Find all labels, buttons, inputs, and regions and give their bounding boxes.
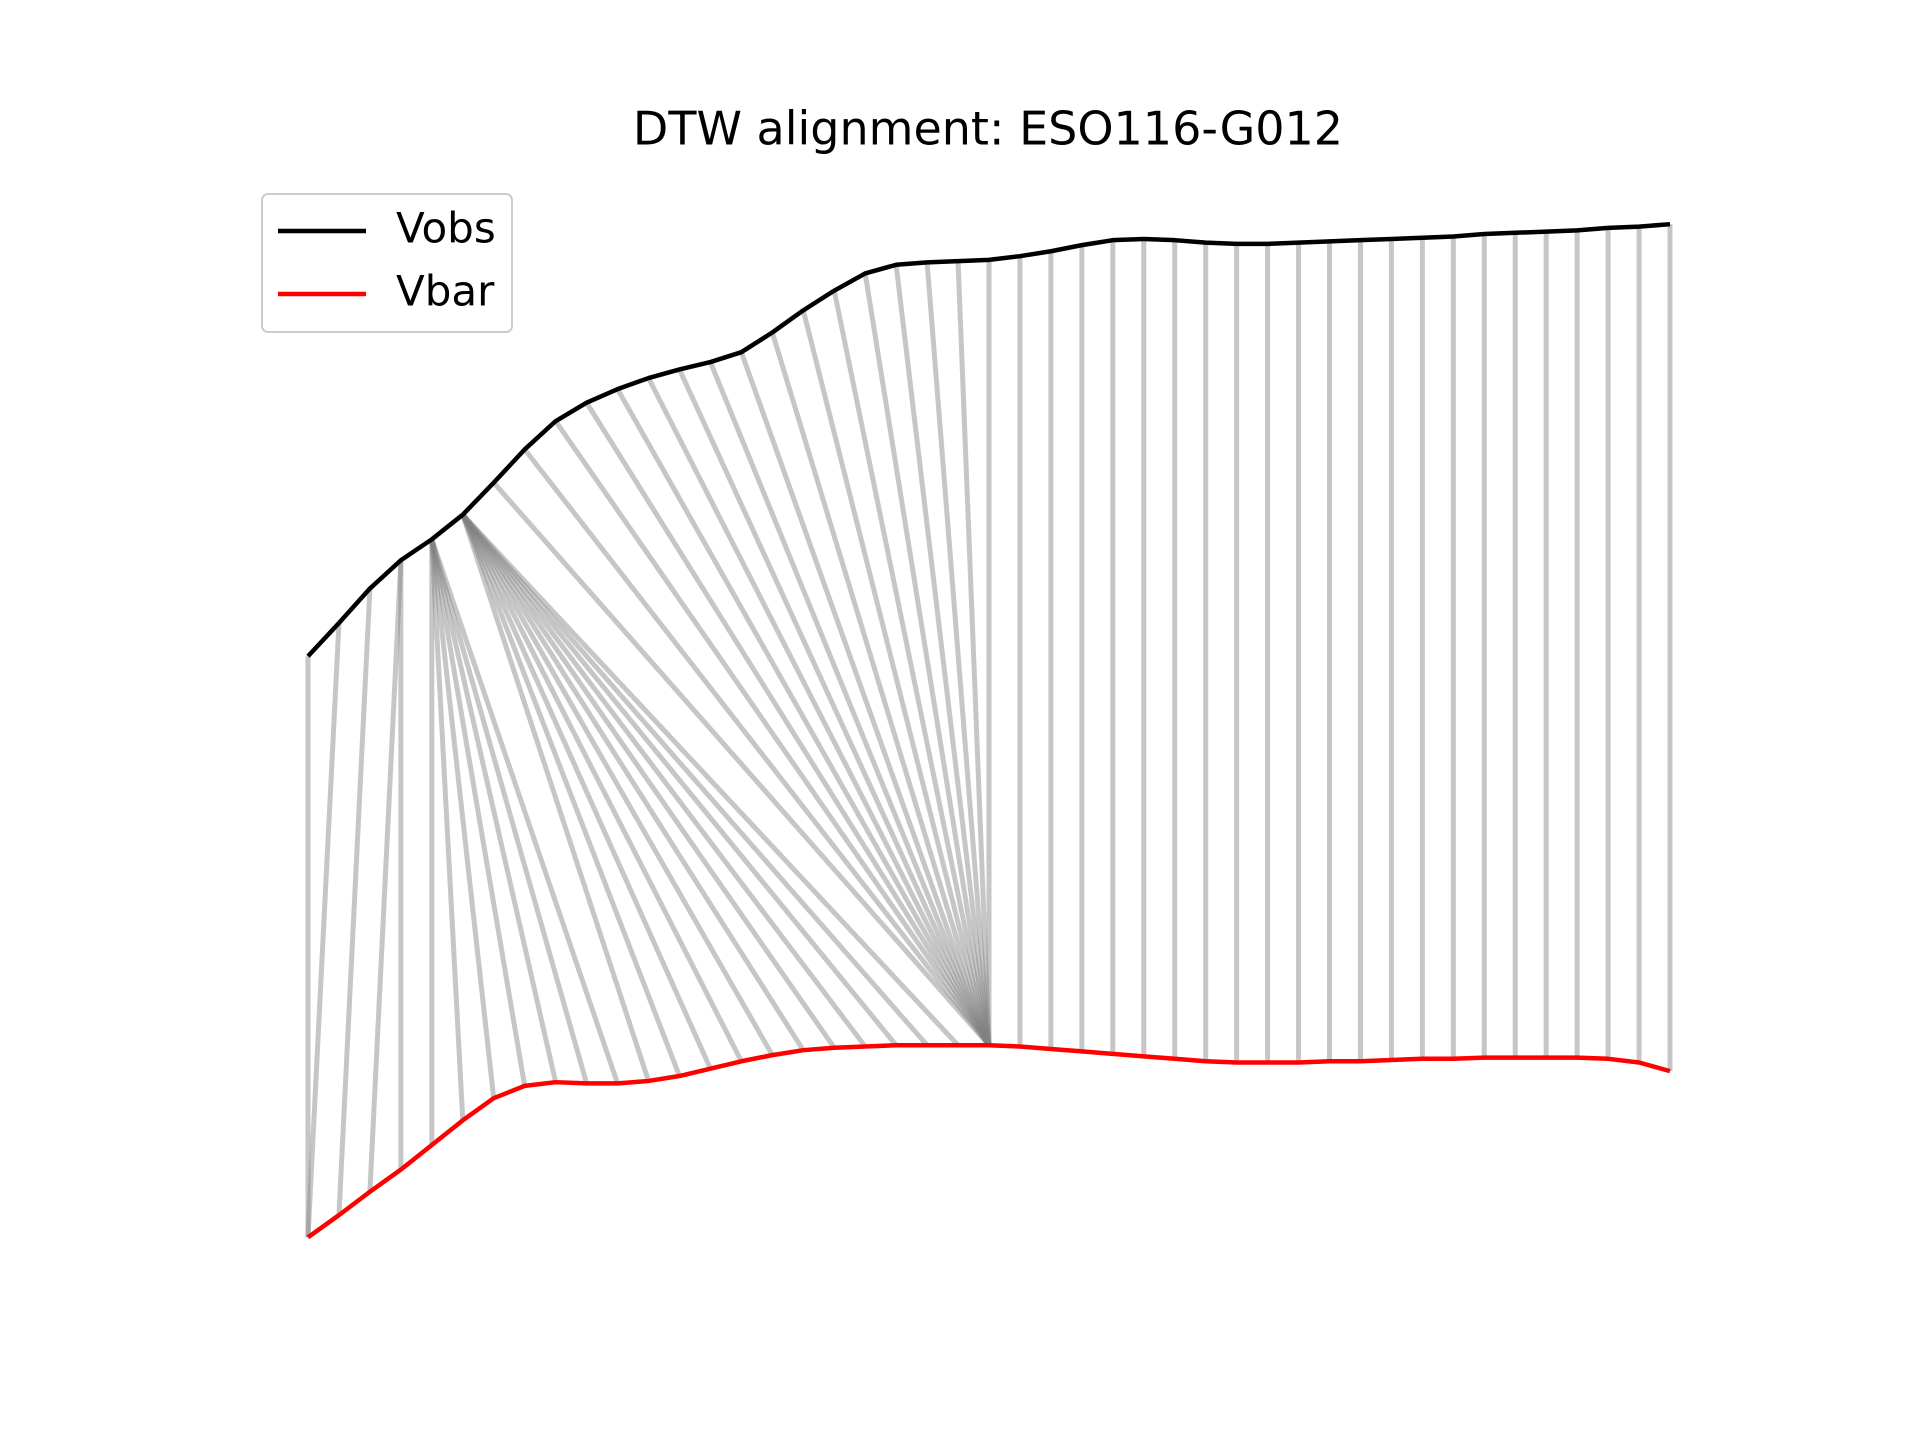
chart-title: DTW alignment: ESO116-G012 — [633, 102, 1343, 156]
alignment-link — [615, 387, 992, 1047]
alignment-link — [708, 361, 992, 1047]
alignment-link — [460, 513, 837, 1050]
alignment-link — [429, 539, 497, 1099]
alignment-link — [584, 401, 992, 1047]
alignment-links — [305, 224, 1673, 1238]
alignment-link — [305, 622, 342, 1238]
alignment-link — [367, 560, 404, 1192]
alignment-link — [553, 419, 992, 1047]
alignment-link — [429, 538, 528, 1087]
alignment-link — [429, 538, 589, 1085]
alignment-link — [646, 376, 992, 1047]
alignment-link — [739, 351, 992, 1047]
alignment-link — [491, 481, 991, 1047]
alignment-link — [955, 261, 992, 1046]
alignment-link — [831, 290, 992, 1046]
alignment-link — [460, 513, 775, 1057]
legend-box — [261, 193, 513, 333]
alignment-link — [460, 513, 899, 1047]
legend-label: Vbar — [396, 267, 495, 316]
alignment-link — [677, 368, 992, 1047]
alignment-link — [924, 262, 992, 1046]
alignment-link — [460, 513, 929, 1047]
alignment-link — [429, 538, 559, 1083]
alignment-link — [769, 331, 992, 1046]
alignment-link — [460, 513, 682, 1077]
curves — [306, 221, 1671, 1240]
alignment-link — [800, 309, 992, 1046]
series-line — [306, 221, 1671, 658]
series-line — [306, 1043, 1671, 1240]
alignment-link — [862, 273, 992, 1046]
alignment-link — [522, 447, 991, 1047]
alignment-link — [429, 538, 620, 1085]
alignment-link — [460, 513, 806, 1052]
alignment-link — [336, 588, 373, 1216]
alignment-link — [460, 512, 960, 1047]
alignment-link — [460, 513, 651, 1082]
alignment-link — [429, 539, 466, 1121]
legend: Vobs Vbar — [261, 193, 513, 333]
alignment-link — [460, 513, 744, 1063]
alignment-link — [893, 264, 992, 1046]
alignment-link — [460, 513, 713, 1070]
alignment-link — [460, 513, 868, 1048]
legend-label: Vobs — [396, 204, 496, 253]
